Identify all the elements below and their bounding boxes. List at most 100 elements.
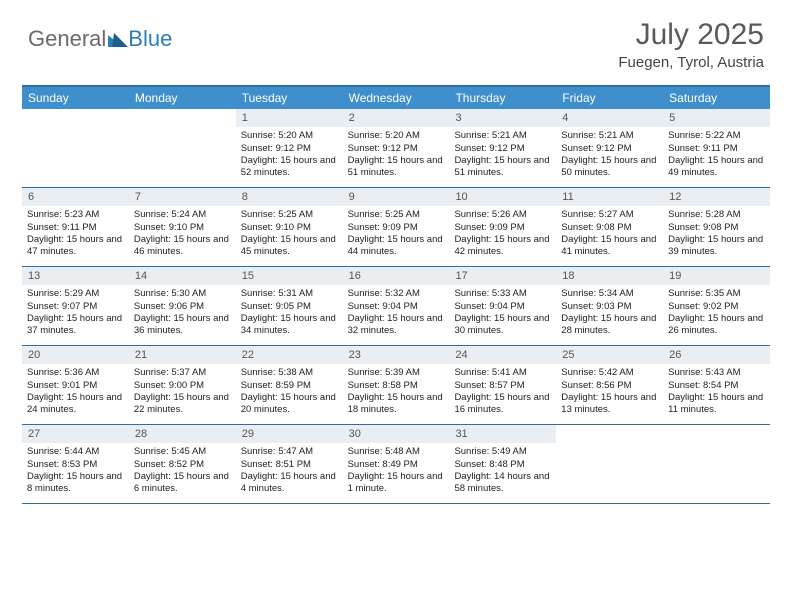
daylight-line: Daylight: 15 hours and 46 minutes. — [134, 234, 231, 259]
daylight-line: Daylight: 15 hours and 32 minutes. — [348, 313, 445, 338]
sunset-line: Sunset: 9:09 PM — [454, 222, 551, 234]
daylight-line: Daylight: 15 hours and 42 minutes. — [454, 234, 551, 259]
day-number: 20 — [22, 346, 129, 364]
day-body: Sunrise: 5:21 AMSunset: 9:12 PMDaylight:… — [449, 127, 556, 183]
day-cell-26: 26Sunrise: 5:43 AMSunset: 8:54 PMDayligh… — [663, 346, 770, 424]
sunset-line: Sunset: 9:04 PM — [348, 301, 445, 313]
empty-cell — [22, 109, 129, 187]
day-body: Sunrise: 5:30 AMSunset: 9:06 PMDaylight:… — [129, 285, 236, 341]
sunset-line: Sunset: 9:12 PM — [454, 143, 551, 155]
sunrise-line: Sunrise: 5:43 AM — [668, 367, 765, 379]
sunrise-line: Sunrise: 5:36 AM — [27, 367, 124, 379]
sunrise-line: Sunrise: 5:24 AM — [134, 209, 231, 221]
day-cell-10: 10Sunrise: 5:26 AMSunset: 9:09 PMDayligh… — [449, 188, 556, 266]
sunset-line: Sunset: 9:01 PM — [27, 380, 124, 392]
day-body: Sunrise: 5:27 AMSunset: 9:08 PMDaylight:… — [556, 206, 663, 262]
week-row: 13Sunrise: 5:29 AMSunset: 9:07 PMDayligh… — [22, 267, 770, 346]
sunset-line: Sunset: 9:00 PM — [134, 380, 231, 392]
day-body: Sunrise: 5:20 AMSunset: 9:12 PMDaylight:… — [343, 127, 450, 183]
day-number: 13 — [22, 267, 129, 285]
day-body: Sunrise: 5:32 AMSunset: 9:04 PMDaylight:… — [343, 285, 450, 341]
sunset-line: Sunset: 9:12 PM — [241, 143, 338, 155]
day-number: 28 — [129, 425, 236, 443]
day-cell-19: 19Sunrise: 5:35 AMSunset: 9:02 PMDayligh… — [663, 267, 770, 345]
day-body: Sunrise: 5:21 AMSunset: 9:12 PMDaylight:… — [556, 127, 663, 183]
sunrise-line: Sunrise: 5:30 AM — [134, 288, 231, 300]
day-cell-17: 17Sunrise: 5:33 AMSunset: 9:04 PMDayligh… — [449, 267, 556, 345]
day-cell-25: 25Sunrise: 5:42 AMSunset: 8:56 PMDayligh… — [556, 346, 663, 424]
sunrise-line: Sunrise: 5:25 AM — [241, 209, 338, 221]
day-cell-1: 1Sunrise: 5:20 AMSunset: 9:12 PMDaylight… — [236, 109, 343, 187]
sunrise-line: Sunrise: 5:44 AM — [27, 446, 124, 458]
day-cell-18: 18Sunrise: 5:34 AMSunset: 9:03 PMDayligh… — [556, 267, 663, 345]
day-number: 17 — [449, 267, 556, 285]
logo-text-blue: Blue — [128, 26, 172, 52]
sunset-line: Sunset: 9:08 PM — [561, 222, 658, 234]
empty-cell — [129, 109, 236, 187]
sunset-line: Sunset: 9:04 PM — [454, 301, 551, 313]
day-number: 9 — [343, 188, 450, 206]
day-cell-2: 2Sunrise: 5:20 AMSunset: 9:12 PMDaylight… — [343, 109, 450, 187]
sunrise-line: Sunrise: 5:41 AM — [454, 367, 551, 379]
day-number: 14 — [129, 267, 236, 285]
day-body: Sunrise: 5:42 AMSunset: 8:56 PMDaylight:… — [556, 364, 663, 420]
day-cell-20: 20Sunrise: 5:36 AMSunset: 9:01 PMDayligh… — [22, 346, 129, 424]
sunrise-line: Sunrise: 5:38 AM — [241, 367, 338, 379]
sunrise-line: Sunrise: 5:29 AM — [27, 288, 124, 300]
day-number: 7 — [129, 188, 236, 206]
daylight-line: Daylight: 15 hours and 51 minutes. — [348, 155, 445, 180]
day-body: Sunrise: 5:37 AMSunset: 9:00 PMDaylight:… — [129, 364, 236, 420]
sunset-line: Sunset: 9:02 PM — [668, 301, 765, 313]
day-body: Sunrise: 5:36 AMSunset: 9:01 PMDaylight:… — [22, 364, 129, 420]
week-row: 1Sunrise: 5:20 AMSunset: 9:12 PMDaylight… — [22, 109, 770, 188]
sunset-line: Sunset: 9:12 PM — [561, 143, 658, 155]
location-text: Fuegen, Tyrol, Austria — [618, 54, 764, 71]
day-cell-14: 14Sunrise: 5:30 AMSunset: 9:06 PMDayligh… — [129, 267, 236, 345]
weekday-col-tuesday: Tuesday — [236, 87, 343, 109]
day-cell-29: 29Sunrise: 5:47 AMSunset: 8:51 PMDayligh… — [236, 425, 343, 503]
weekday-col-thursday: Thursday — [449, 87, 556, 109]
day-number: 21 — [129, 346, 236, 364]
sunset-line: Sunset: 9:09 PM — [348, 222, 445, 234]
sunrise-line: Sunrise: 5:28 AM — [668, 209, 765, 221]
sunrise-line: Sunrise: 5:21 AM — [454, 130, 551, 142]
logo-text-general: General — [28, 26, 106, 52]
day-body: Sunrise: 5:25 AMSunset: 9:10 PMDaylight:… — [236, 206, 343, 262]
sunset-line: Sunset: 8:49 PM — [348, 459, 445, 471]
day-cell-23: 23Sunrise: 5:39 AMSunset: 8:58 PMDayligh… — [343, 346, 450, 424]
sunset-line: Sunset: 9:11 PM — [27, 222, 124, 234]
day-number: 26 — [663, 346, 770, 364]
sunrise-line: Sunrise: 5:20 AM — [348, 130, 445, 142]
month-title: July 2025 — [618, 18, 764, 52]
weekday-col-monday: Monday — [129, 87, 236, 109]
sunset-line: Sunset: 8:52 PM — [134, 459, 231, 471]
week-row: 20Sunrise: 5:36 AMSunset: 9:01 PMDayligh… — [22, 346, 770, 425]
day-number: 2 — [343, 109, 450, 127]
page-header: General Blue July 2025 Fuegen, Tyrol, Au… — [0, 0, 792, 77]
day-number: 24 — [449, 346, 556, 364]
day-number: 6 — [22, 188, 129, 206]
day-body: Sunrise: 5:45 AMSunset: 8:52 PMDaylight:… — [129, 443, 236, 499]
day-number: 25 — [556, 346, 663, 364]
day-cell-3: 3Sunrise: 5:21 AMSunset: 9:12 PMDaylight… — [449, 109, 556, 187]
empty-cell — [663, 425, 770, 503]
daylight-line: Daylight: 15 hours and 6 minutes. — [134, 471, 231, 496]
day-body: Sunrise: 5:49 AMSunset: 8:48 PMDaylight:… — [449, 443, 556, 499]
day-cell-28: 28Sunrise: 5:45 AMSunset: 8:52 PMDayligh… — [129, 425, 236, 503]
day-number: 15 — [236, 267, 343, 285]
day-cell-11: 11Sunrise: 5:27 AMSunset: 9:08 PMDayligh… — [556, 188, 663, 266]
day-body: Sunrise: 5:25 AMSunset: 9:09 PMDaylight:… — [343, 206, 450, 262]
day-body: Sunrise: 5:38 AMSunset: 8:59 PMDaylight:… — [236, 364, 343, 420]
sunrise-line: Sunrise: 5:47 AM — [241, 446, 338, 458]
day-cell-12: 12Sunrise: 5:28 AMSunset: 9:08 PMDayligh… — [663, 188, 770, 266]
sunrise-line: Sunrise: 5:23 AM — [27, 209, 124, 221]
week-row: 27Sunrise: 5:44 AMSunset: 8:53 PMDayligh… — [22, 425, 770, 504]
day-body: Sunrise: 5:35 AMSunset: 9:02 PMDaylight:… — [663, 285, 770, 341]
sunrise-line: Sunrise: 5:49 AM — [454, 446, 551, 458]
day-body: Sunrise: 5:29 AMSunset: 9:07 PMDaylight:… — [22, 285, 129, 341]
sunset-line: Sunset: 9:10 PM — [134, 222, 231, 234]
day-body: Sunrise: 5:44 AMSunset: 8:53 PMDaylight:… — [22, 443, 129, 499]
sunset-line: Sunset: 9:08 PM — [668, 222, 765, 234]
sunrise-line: Sunrise: 5:42 AM — [561, 367, 658, 379]
weekday-col-sunday: Sunday — [22, 87, 129, 109]
